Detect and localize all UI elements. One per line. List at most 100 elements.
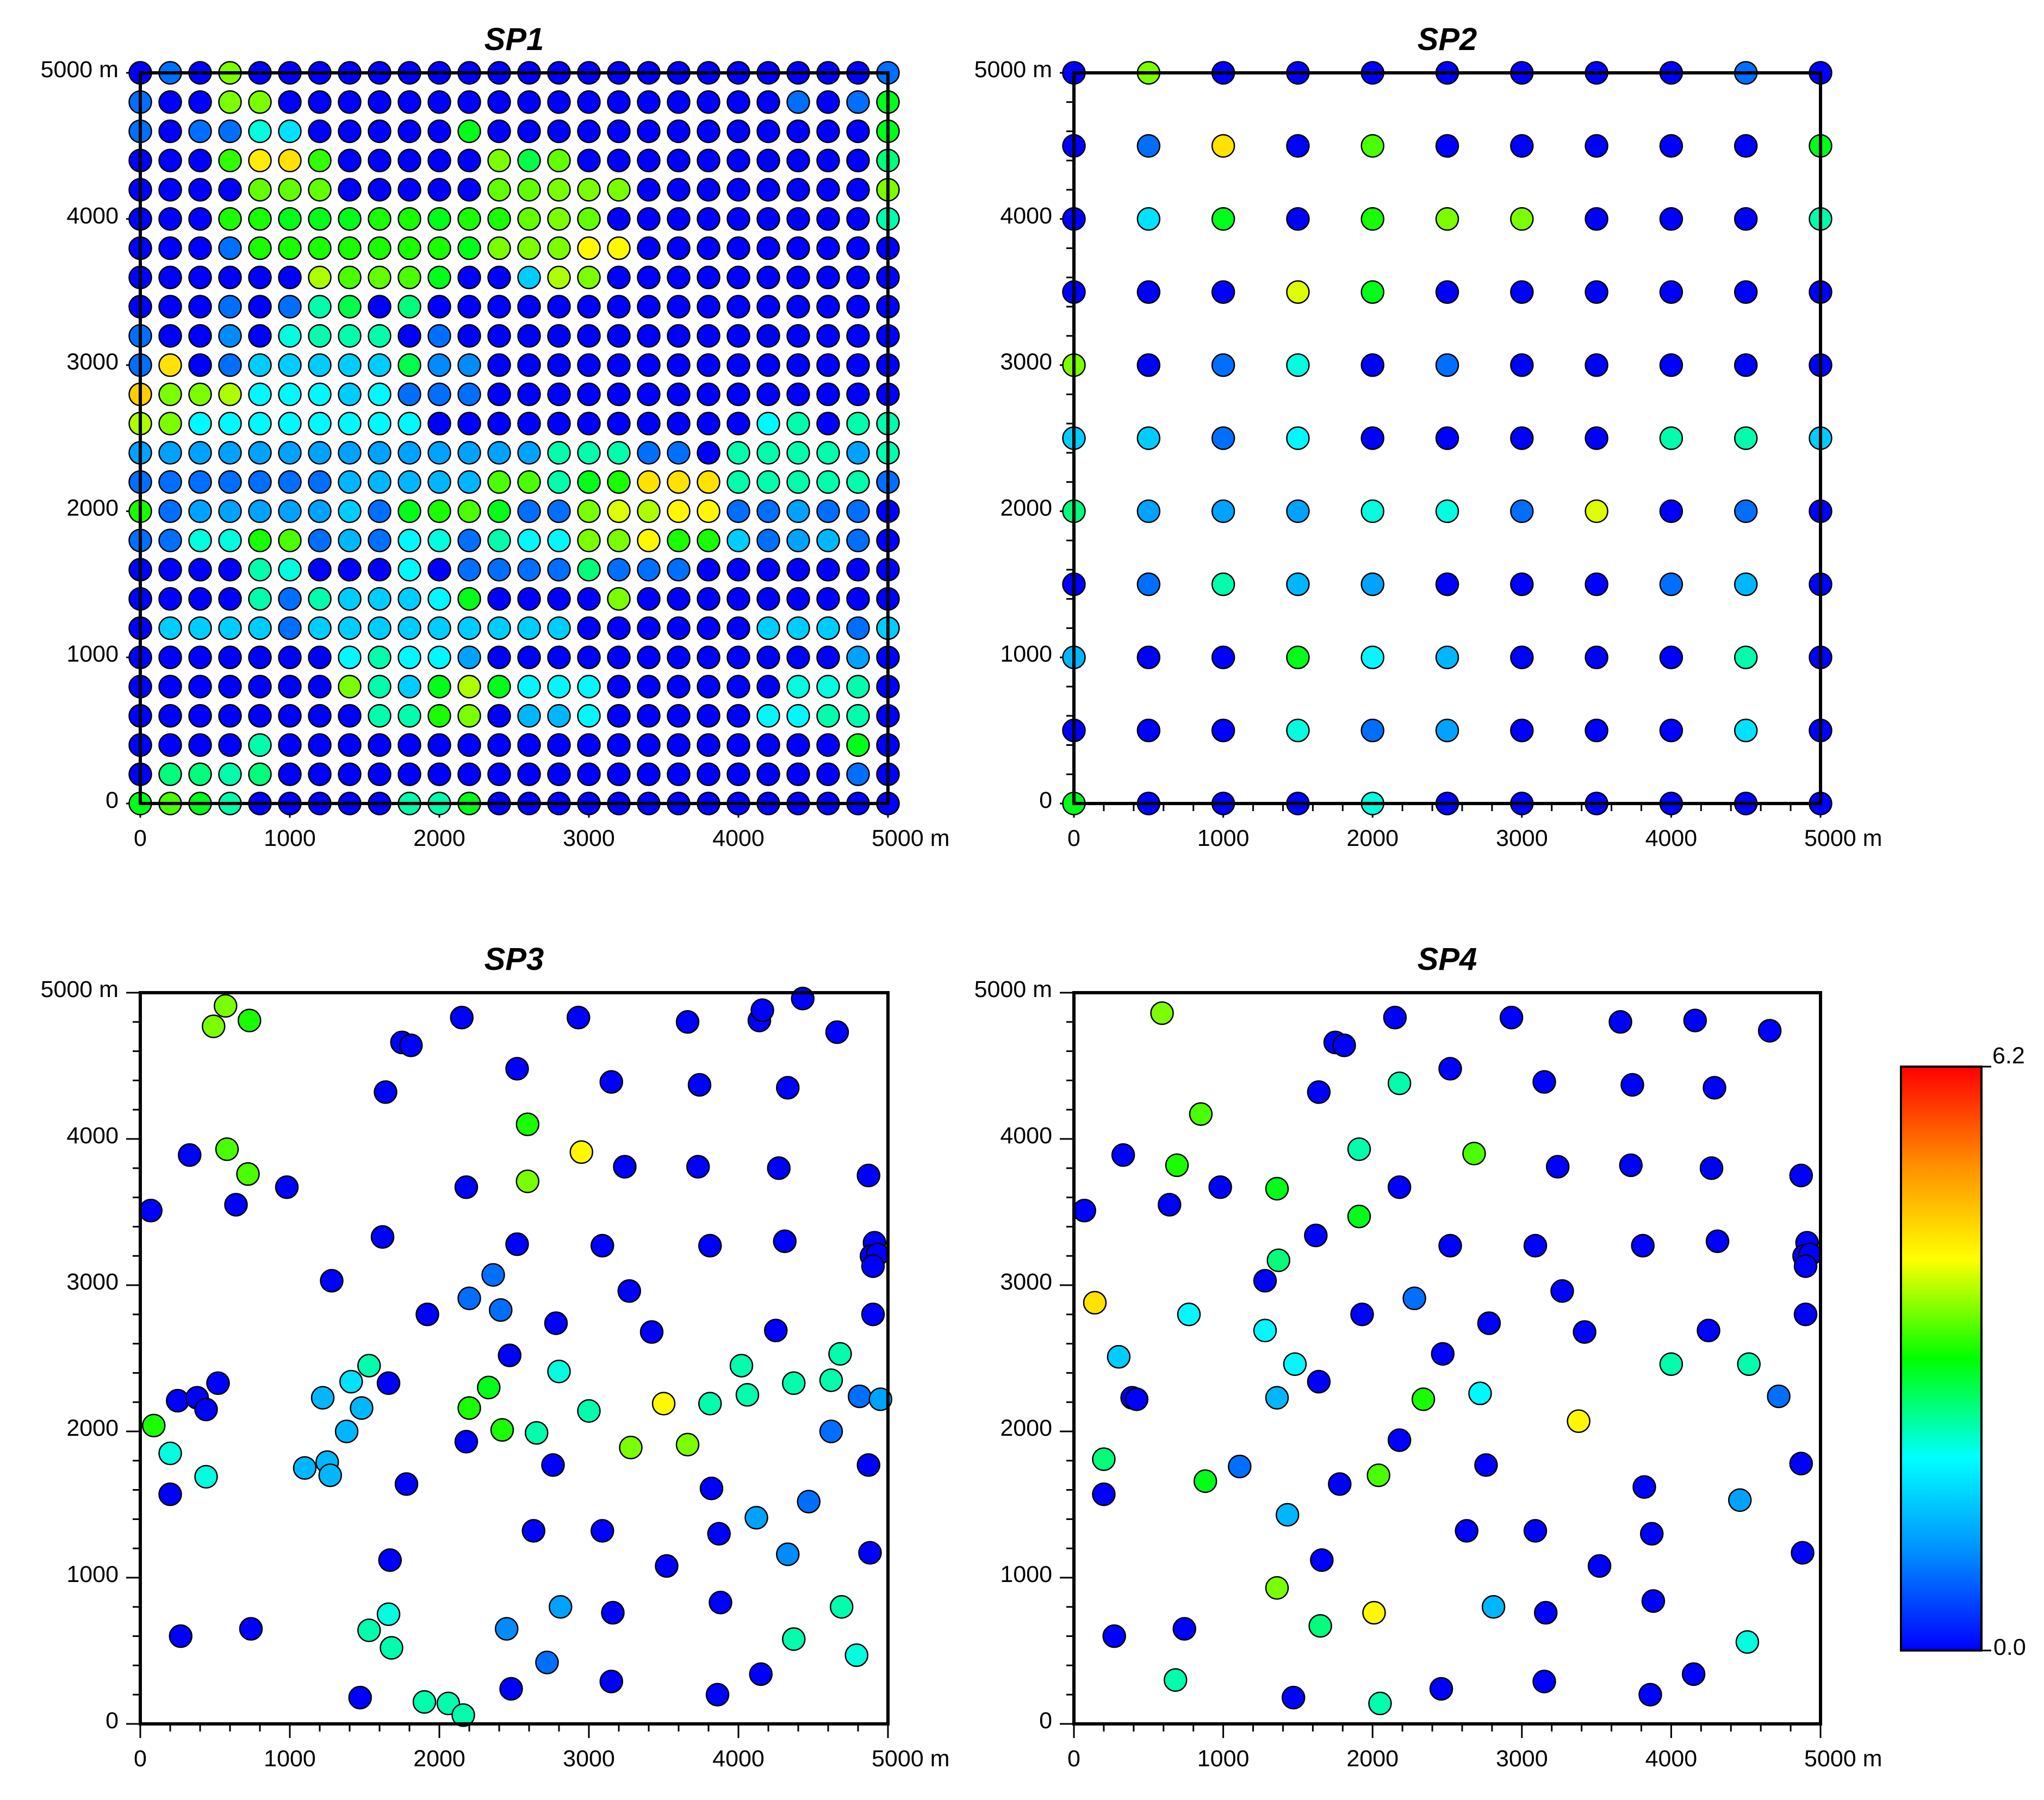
data-point — [607, 324, 631, 348]
data-point — [1550, 1279, 1574, 1303]
data-point — [569, 1140, 593, 1164]
y-tick-label: 0 — [105, 1708, 119, 1734]
data-point — [397, 265, 421, 290]
data-point — [339, 1369, 363, 1394]
data-point — [1435, 426, 1459, 450]
data-point — [1455, 1519, 1478, 1543]
y-tick-label: 1000 — [66, 641, 119, 667]
data-point — [756, 587, 780, 611]
data-point — [567, 1005, 591, 1030]
data-point — [1510, 718, 1534, 743]
x-tick-label: 2000 — [1346, 1746, 1399, 1772]
data-point — [607, 675, 631, 699]
data-point — [457, 645, 481, 669]
data-point — [577, 207, 601, 231]
data-point — [427, 675, 451, 699]
data-point — [1585, 426, 1608, 450]
data-point — [308, 236, 332, 260]
data-point — [816, 353, 840, 377]
data-point — [667, 295, 691, 319]
data-point — [308, 178, 332, 202]
data-point — [517, 441, 541, 465]
data-point — [607, 412, 631, 435]
data-point — [726, 236, 750, 260]
data-point — [549, 1595, 573, 1619]
data-point — [667, 703, 691, 728]
data-point — [577, 353, 601, 377]
data-point — [350, 1396, 374, 1420]
data-point — [726, 295, 750, 319]
data-point — [1791, 1541, 1815, 1565]
data-point — [487, 119, 511, 144]
data-point — [667, 470, 691, 494]
data-point — [577, 675, 601, 699]
data-point — [1734, 426, 1758, 450]
data-point — [457, 587, 481, 611]
data-point — [1532, 1670, 1556, 1693]
data-point — [726, 675, 750, 699]
data-point — [577, 528, 601, 552]
data-point — [278, 236, 302, 260]
data-point — [457, 733, 481, 757]
data-point — [515, 1112, 539, 1136]
data-point — [505, 1232, 529, 1256]
data-point — [1360, 645, 1384, 669]
data-point — [756, 558, 780, 582]
data-point — [756, 265, 780, 290]
data-point — [308, 441, 332, 465]
data-point — [293, 1456, 317, 1480]
data-point — [607, 148, 631, 173]
data-point — [786, 733, 810, 757]
data-point — [726, 558, 750, 582]
data-point — [158, 324, 182, 348]
data-point — [786, 382, 810, 407]
data-point — [547, 119, 571, 144]
data-point — [607, 762, 631, 786]
data-point — [517, 762, 541, 786]
data-point — [1286, 718, 1310, 743]
data-point — [248, 207, 272, 231]
data-point — [547, 148, 571, 173]
data-point — [547, 528, 571, 552]
data-point — [487, 499, 511, 524]
data-point — [158, 675, 182, 699]
data-point — [427, 90, 451, 114]
data-point — [1757, 1019, 1782, 1043]
y-tick-label: 2000 — [66, 495, 119, 521]
data-point — [278, 178, 302, 202]
data-point — [427, 587, 451, 611]
data-point — [547, 353, 571, 377]
data-point — [397, 675, 421, 699]
data-point — [158, 733, 182, 757]
data-point — [726, 412, 750, 435]
data-point — [547, 499, 571, 524]
data-point — [726, 265, 750, 290]
data-point — [477, 1375, 501, 1400]
data-point — [846, 645, 870, 669]
data-point — [338, 412, 362, 435]
data-point — [338, 441, 362, 465]
data-point — [856, 1163, 880, 1187]
data-point — [1163, 1668, 1188, 1692]
data-point — [816, 616, 840, 640]
data-point — [487, 762, 511, 786]
data-point — [547, 236, 571, 260]
data-point — [607, 470, 631, 494]
data-point — [368, 148, 392, 173]
data-point — [756, 207, 780, 231]
data-point — [374, 1080, 397, 1104]
data-point — [1585, 134, 1608, 158]
data-point — [397, 90, 421, 114]
data-point — [1659, 1352, 1683, 1377]
data-point — [338, 382, 362, 407]
data-point — [1659, 280, 1683, 304]
data-point — [726, 382, 750, 407]
data-point — [517, 470, 541, 494]
data-point — [158, 470, 182, 494]
data-point — [278, 558, 302, 582]
data-point — [1165, 1153, 1189, 1178]
data-point — [338, 616, 362, 640]
data-point — [1659, 645, 1683, 669]
y-tick-label: 5000 m — [41, 57, 119, 83]
data-point — [577, 382, 601, 407]
